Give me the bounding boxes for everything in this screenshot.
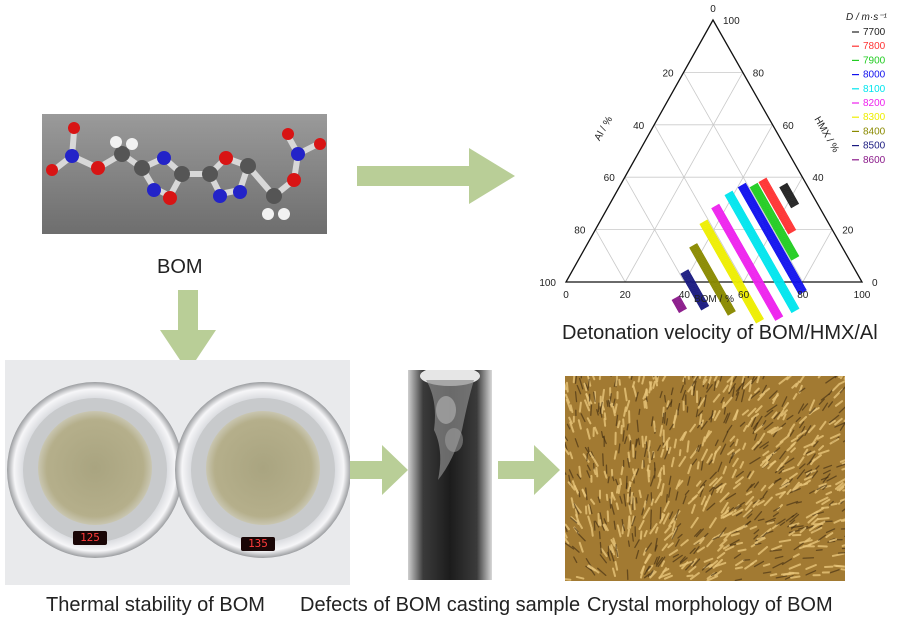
chart-contours [671, 177, 807, 324]
chart-legend: D / m·s⁻¹ 7700 7800 7900 8000 8100 8200 8300 840… [846, 12, 887, 166]
right-tick-label: 100 [723, 16, 740, 27]
legend-label: 8500 [863, 141, 886, 152]
contour-band-8500 [680, 269, 710, 311]
caption-defects: Defects of BOM casting sample [300, 594, 581, 616]
left-tick-label: 40 [633, 121, 645, 132]
left-axis-title: Al / % [593, 115, 616, 143]
arrow-down [160, 290, 216, 372]
crystal-morphology-image [565, 376, 845, 581]
xray-defect-graphic [420, 366, 480, 480]
bottom-tick-label: 40 [679, 290, 691, 301]
arrow-right-bottom-2 [498, 445, 560, 495]
chart-ticks: 0 20 40 60 80 100020406080100204060801000BOM … [539, 4, 878, 305]
legend-title: D / m·s⁻¹ [846, 12, 887, 23]
legend-label: 7900 [863, 55, 886, 66]
gridline [653, 124, 744, 283]
arrow-right-bottom-1 [348, 445, 408, 495]
casting-defect-xray-image [408, 366, 492, 580]
right-tick-label: 40 [812, 173, 824, 184]
contour-band-8100 [724, 190, 800, 314]
legend-label: 7800 [863, 41, 886, 52]
caption-crystal: Crystal morphology of BOM [587, 594, 833, 616]
temperature-readout-1: 125 [73, 531, 107, 545]
left-tick-label: 20 [662, 68, 674, 79]
contour-band-8400 [689, 243, 736, 316]
arrow-right-top [357, 148, 515, 204]
left-tick-label: 100 [539, 278, 556, 289]
thermal-stability-photo: 125 135 [5, 360, 351, 585]
gridline [595, 229, 626, 283]
temperature-readout-2: 135 [241, 537, 275, 551]
caption-detonation: Detonation velocity of BOM/HMX/Al [562, 322, 878, 344]
ternary-chart: 0 20 40 60 80 100020406080100204060801000BOM … [539, 4, 887, 324]
legend-label: 8600 [863, 155, 886, 166]
right-tick-label: 60 [783, 121, 795, 132]
legend-label: 8000 [863, 70, 886, 81]
bottom-tick-label: 100 [854, 290, 871, 301]
petri-dishes-graphic [7, 382, 351, 558]
bottom-axis-title: BOM / % [694, 294, 734, 305]
right-tick-label: 20 [842, 226, 854, 237]
crystal-texture-graphic [565, 376, 845, 581]
gridline [802, 229, 833, 283]
contour-band-7900 [749, 182, 800, 261]
legend-label: 7700 [863, 27, 886, 38]
caption-thermal: Thermal stability of BOM [46, 594, 265, 616]
caption-bom: BOM [157, 256, 203, 278]
legend-label: 8400 [863, 126, 886, 137]
legend-label: 8200 [863, 98, 886, 109]
bottom-tick-label: 80 [797, 290, 809, 301]
apex-tick-label: 0 [710, 4, 716, 15]
contour-band-8200 [711, 203, 784, 321]
right-tick-label: 0 [872, 278, 878, 289]
legend-label: 8100 [863, 84, 886, 95]
contour-band-7800 [758, 177, 797, 235]
left-tick-label: 60 [604, 173, 616, 184]
contour-band-7700 [779, 182, 800, 209]
molecule-structure-graphic [46, 122, 326, 220]
left-tick-label: 80 [574, 226, 586, 237]
contour-band-8600 [671, 295, 687, 314]
bottom-tick-label: 20 [620, 290, 632, 301]
bom-molecule-image [42, 114, 327, 234]
bottom-tick-label: 60 [738, 290, 750, 301]
right-tick-label: 80 [753, 68, 765, 79]
gridline [683, 72, 804, 283]
legend-label: 8300 [863, 112, 886, 123]
bottom-tick-label: 0 [563, 290, 569, 301]
chart-gridlines [595, 72, 833, 283]
contour-band-8000 [737, 182, 807, 295]
contour-band-8300 [699, 219, 764, 324]
right-axis-title: HMX / % [812, 115, 841, 155]
